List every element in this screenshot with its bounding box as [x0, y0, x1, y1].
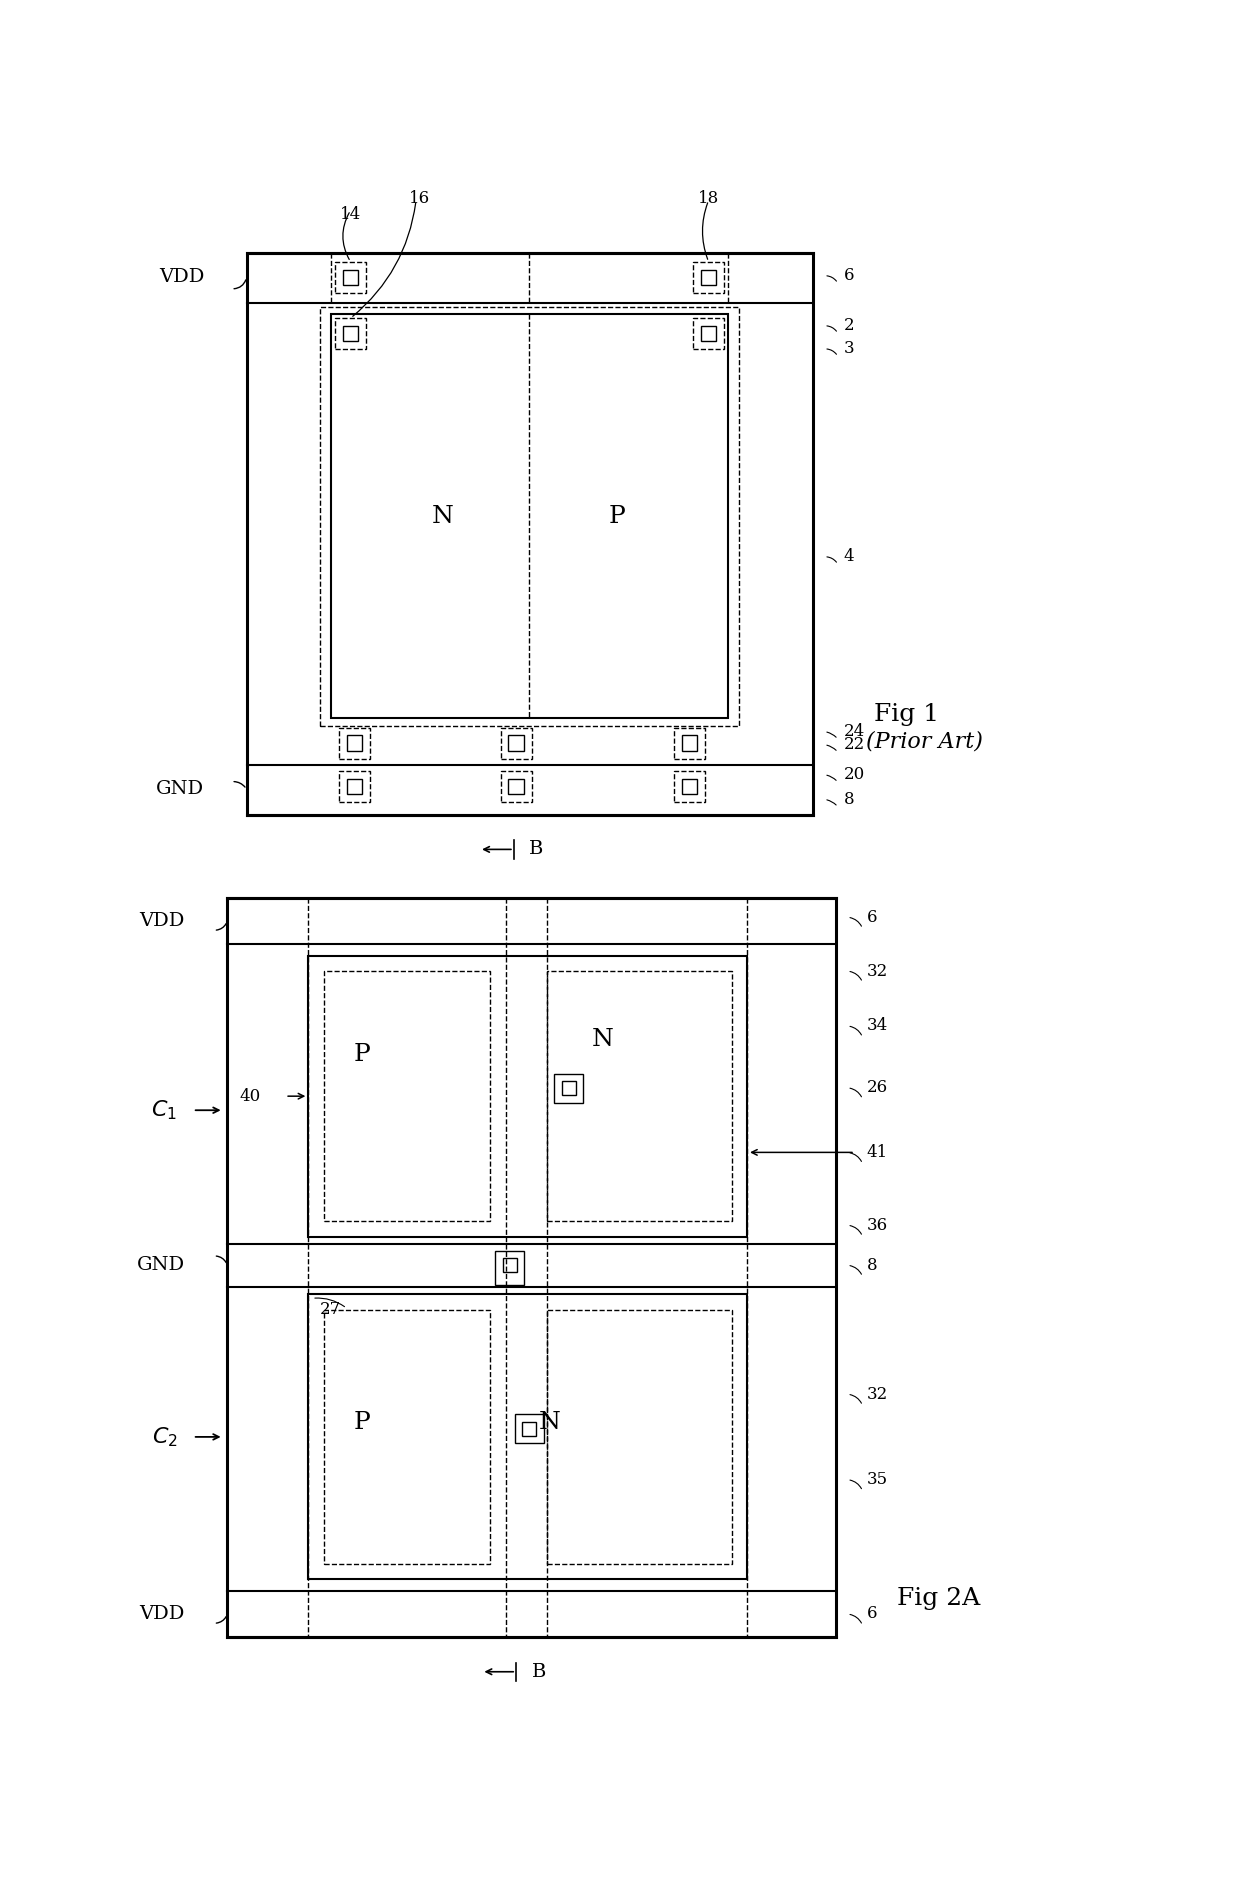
Bar	[701, 325, 717, 342]
Bar	[682, 779, 697, 794]
Text: GND: GND	[136, 1256, 185, 1275]
Text: 26: 26	[867, 1079, 888, 1096]
Bar	[339, 771, 370, 802]
Bar	[495, 1250, 525, 1284]
Bar	[701, 270, 717, 285]
Text: 32: 32	[867, 963, 888, 980]
Text: $C_1$: $C_1$	[151, 1098, 177, 1123]
Bar	[547, 971, 732, 1222]
Text: 6: 6	[867, 908, 877, 925]
Bar	[562, 1081, 575, 1094]
Bar	[339, 728, 370, 758]
Text: B: B	[529, 840, 543, 859]
Bar	[501, 771, 532, 802]
Text: 40: 40	[239, 1087, 260, 1104]
Bar	[347, 779, 362, 794]
Text: 24: 24	[843, 724, 864, 741]
Text: Fig 2A: Fig 2A	[898, 1586, 981, 1609]
Text: Fig 1: Fig 1	[874, 703, 939, 726]
Text: 8: 8	[867, 1256, 877, 1273]
Bar	[515, 1414, 544, 1444]
Text: P: P	[353, 1043, 371, 1066]
Text: P: P	[353, 1412, 371, 1434]
Text: 32: 32	[867, 1385, 888, 1402]
Text: N: N	[591, 1028, 614, 1051]
Text: 6: 6	[843, 268, 854, 285]
Text: 3: 3	[843, 340, 854, 357]
Bar	[501, 728, 532, 758]
Text: (Prior Art): (Prior Art)	[867, 732, 983, 752]
Text: 18: 18	[698, 190, 719, 207]
Bar	[554, 1074, 583, 1104]
Text: 14: 14	[340, 205, 361, 222]
Bar	[347, 735, 362, 751]
Bar	[335, 262, 366, 293]
Bar	[508, 735, 523, 751]
Text: GND: GND	[156, 781, 205, 798]
Bar	[227, 899, 836, 1638]
Bar	[343, 270, 358, 285]
Text: 36: 36	[867, 1216, 888, 1233]
Text: VDD: VDD	[140, 1606, 185, 1623]
Text: N: N	[432, 505, 454, 528]
Text: B: B	[532, 1662, 546, 1682]
Bar	[522, 1421, 536, 1436]
Bar	[693, 262, 724, 293]
Bar	[324, 971, 491, 1222]
Text: $C_2$: $C_2$	[151, 1425, 177, 1448]
Text: 22: 22	[843, 735, 864, 752]
Bar	[343, 325, 358, 342]
Bar	[331, 314, 728, 718]
Bar	[693, 317, 724, 350]
Text: 34: 34	[867, 1017, 888, 1034]
Text: 16: 16	[409, 190, 430, 207]
Bar	[675, 771, 704, 802]
Bar	[502, 1258, 517, 1273]
Text: 20: 20	[843, 766, 864, 783]
Text: 27: 27	[320, 1302, 341, 1319]
Bar	[335, 317, 366, 350]
Text: 6: 6	[867, 1606, 877, 1623]
Bar	[309, 1294, 748, 1579]
Text: N: N	[538, 1412, 560, 1434]
Text: 41: 41	[867, 1144, 888, 1161]
Bar	[247, 253, 812, 815]
Text: 8: 8	[843, 790, 854, 808]
Text: 35: 35	[867, 1471, 888, 1488]
Text: 4: 4	[843, 549, 854, 566]
Text: P: P	[609, 505, 625, 528]
Bar	[324, 1309, 491, 1564]
Text: 2: 2	[843, 317, 854, 334]
Bar	[682, 735, 697, 751]
Bar	[309, 956, 748, 1237]
Bar	[508, 779, 523, 794]
Bar	[320, 306, 739, 726]
Bar	[547, 1309, 732, 1564]
Bar	[675, 728, 704, 758]
Text: VDD: VDD	[140, 912, 185, 929]
Text: VDD: VDD	[159, 268, 205, 287]
